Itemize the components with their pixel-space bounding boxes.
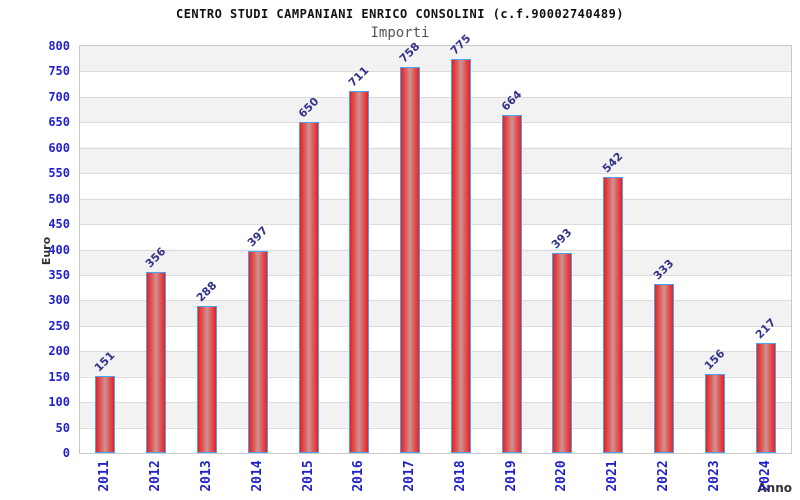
y-axis-tick-label: 750 xyxy=(48,64,70,79)
y-axis-tick-label: 200 xyxy=(48,344,70,359)
gridline xyxy=(80,122,791,124)
y-axis-tick-label: 600 xyxy=(48,140,70,155)
x-axis-tick-label: 2024 xyxy=(757,460,773,492)
y-axis-tick-label: 450 xyxy=(48,217,70,232)
y-axis-tick-label: 50 xyxy=(55,420,70,435)
x-axis-tick-label: 2018 xyxy=(452,460,468,492)
x-axis-tick-label: 2023 xyxy=(706,460,722,492)
y-axis-tick-label: 800 xyxy=(48,39,70,53)
x-axis-title: Anno xyxy=(757,481,792,495)
y-axis-tick-label: 700 xyxy=(48,89,70,104)
gridline xyxy=(80,224,791,226)
chart-title: CENTRO STUDI CAMPANIANI ENRICO CONSOLINI… xyxy=(175,7,625,21)
y-axis-tick-label: 500 xyxy=(48,191,70,206)
bar-2011[interactable] xyxy=(95,376,116,453)
x-axis-tick-label: 2016 xyxy=(351,460,367,492)
x-axis-tick-label: 2012 xyxy=(148,460,164,492)
bar-2015[interactable] xyxy=(298,122,319,453)
x-axis-tick-label: 2019 xyxy=(503,460,519,492)
y-axis-tick-label: 0 xyxy=(62,446,70,460)
y-axis-tick-label: 550 xyxy=(48,166,70,181)
gridline xyxy=(80,198,791,200)
bar-2019[interactable] xyxy=(501,115,522,453)
gridline xyxy=(80,325,791,327)
gridline xyxy=(80,173,791,175)
x-axis-tick-label: 2011 xyxy=(97,460,113,492)
x-axis-tick-label: 2017 xyxy=(402,460,418,492)
gridline xyxy=(80,274,791,276)
y-axis-tick-label: 350 xyxy=(48,267,70,282)
y-axis-tick-label: 100 xyxy=(48,395,70,410)
y-axis-tick-label: 650 xyxy=(48,115,70,130)
x-axis-tick-label: 2020 xyxy=(554,460,570,492)
gridline xyxy=(80,427,791,429)
bar-2020[interactable] xyxy=(552,253,573,453)
x-axis-tick-label: 2021 xyxy=(605,460,621,492)
gridline xyxy=(80,351,791,353)
gridline xyxy=(80,402,791,404)
bar-2022[interactable] xyxy=(654,283,675,453)
gridline xyxy=(80,300,791,302)
y-axis-tick-label: 300 xyxy=(48,293,70,308)
bar-2012[interactable] xyxy=(146,271,167,453)
gridline xyxy=(80,249,791,251)
bar-2014[interactable] xyxy=(247,251,268,453)
gridline xyxy=(80,96,791,98)
x-axis-tick-label: 2013 xyxy=(198,460,214,492)
y-axis-tick-label: 150 xyxy=(48,369,70,384)
bar-2016[interactable] xyxy=(349,91,370,453)
gridline xyxy=(80,147,791,149)
chart-subtitle: Importi xyxy=(370,25,430,41)
bar-2023[interactable] xyxy=(704,373,725,453)
y-axis-tick-label: 250 xyxy=(48,318,70,333)
bar-2013[interactable] xyxy=(196,306,217,453)
x-axis-tick-label: 2015 xyxy=(300,460,316,492)
bar-2021[interactable] xyxy=(603,177,624,453)
bar-2024[interactable] xyxy=(755,342,776,453)
y-axis-tick-label: 400 xyxy=(48,242,70,257)
bar-2018[interactable] xyxy=(450,58,471,453)
x-axis-tick-label: 2022 xyxy=(656,460,672,492)
gridline xyxy=(80,71,791,73)
gridline xyxy=(80,376,791,378)
bar-2017[interactable] xyxy=(400,67,421,453)
x-axis-tick-label: 2014 xyxy=(249,460,265,492)
